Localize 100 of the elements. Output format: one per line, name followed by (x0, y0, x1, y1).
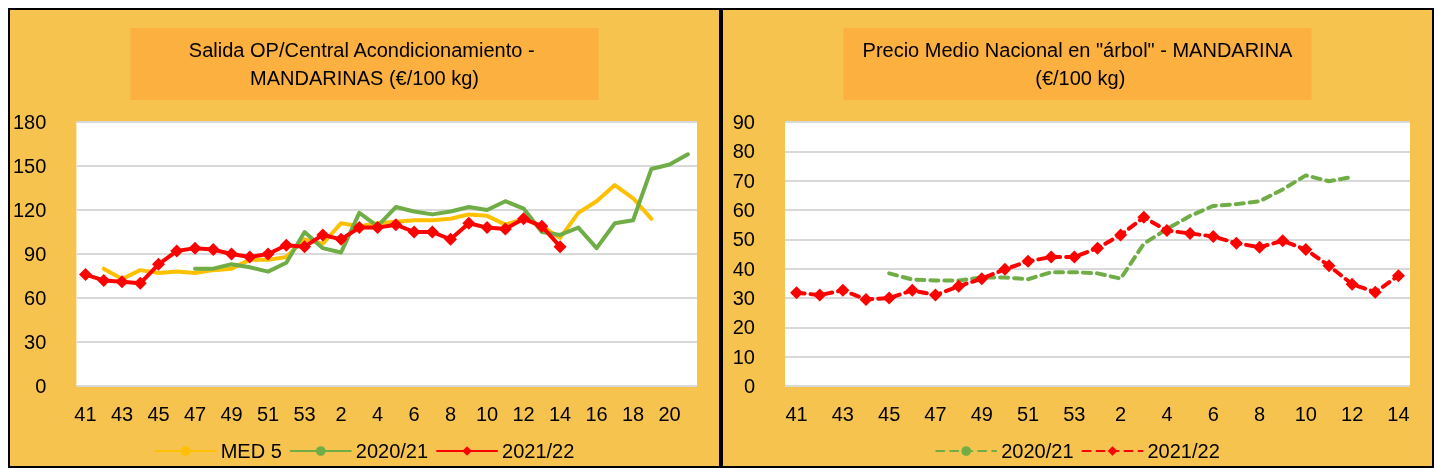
y-tick-label: 60 (732, 199, 755, 221)
x-tick-label: 18 (621, 403, 645, 425)
point (225, 247, 239, 261)
point (133, 276, 147, 290)
point (1160, 224, 1174, 238)
x-tick-label: 47 (183, 403, 207, 425)
point (371, 221, 385, 235)
point (882, 291, 896, 305)
x-tick-label: 45 (147, 403, 170, 425)
y-tick-label: 180 (12, 111, 47, 133)
y-tick-label: 10 (732, 345, 755, 368)
y-tick-label: 0 (35, 375, 47, 397)
chart-title: Precio Medio Nacional en "árbol" - MANDARINA (€/100 kg) (862, 39, 1294, 89)
y-tick-label: 50 (732, 228, 755, 251)
point (1299, 243, 1313, 257)
point (115, 275, 129, 289)
y-tick-label: 80 (732, 140, 755, 163)
point (905, 283, 919, 297)
legend-label: 2021/22 (1147, 440, 1220, 462)
x-tick-label: 43 (110, 403, 134, 425)
point (316, 228, 330, 242)
point (444, 232, 458, 246)
point (517, 212, 531, 226)
point (975, 272, 989, 286)
x-tick-label: 43 (831, 403, 854, 425)
legend-label: 2021/22 (502, 440, 575, 462)
y-tick-label: 60 (24, 287, 47, 309)
point (1183, 226, 1197, 240)
point (170, 244, 184, 258)
point (1206, 229, 1220, 243)
x-tick-label: 47 (924, 403, 947, 425)
point (334, 232, 348, 246)
point (553, 240, 567, 254)
x-tick-label: 20 (658, 403, 681, 425)
x-tick-label: 51 (256, 403, 280, 425)
x-tick-label: 8 (445, 403, 457, 425)
point (1322, 259, 1336, 273)
point (188, 241, 202, 255)
point (1091, 241, 1104, 255)
point (261, 247, 275, 261)
legend-label: MED 5 (220, 440, 282, 462)
y-tick-label: 0 (743, 375, 755, 397)
x-tick-label: 2 (335, 403, 347, 425)
point (998, 262, 1012, 276)
legend-label: 2020/21 (355, 440, 429, 462)
point (407, 225, 421, 239)
x-tick-label: 45 (878, 403, 901, 425)
x-tick-label: 41 (785, 403, 808, 425)
point (389, 218, 403, 232)
point (836, 283, 850, 297)
x-tick-label: 12 (1341, 403, 1364, 425)
x-tick-label: 53 (293, 403, 316, 425)
point (243, 250, 257, 264)
x-tick-label: 14 (548, 403, 572, 425)
x-tick-label: 4 (1161, 403, 1173, 425)
point (1021, 254, 1035, 268)
point (1391, 269, 1405, 283)
x-tick-label: 8 (1253, 403, 1266, 425)
point (352, 221, 366, 235)
y-tick-label: 150 (12, 155, 47, 177)
point (462, 216, 476, 230)
point (1044, 250, 1058, 264)
point (1229, 236, 1243, 250)
y-tick-label: 70 (732, 169, 755, 192)
x-tick-label: 41 (74, 403, 97, 425)
x-tick-label: 49 (970, 403, 993, 425)
x-tick-label: 10 (1294, 403, 1317, 425)
x-tick-label: 6 (1207, 403, 1219, 425)
point (1276, 234, 1290, 248)
chart-title: Salida OP/Central Acondicionamiento - MANDARINAS (€/100 kg) (188, 39, 541, 89)
x-tick-label: 51 (1016, 403, 1040, 425)
point (97, 273, 111, 287)
point (1137, 210, 1151, 224)
x-tick-label: 10 (475, 403, 499, 425)
x-tick-label: 12 (512, 403, 535, 425)
point (535, 219, 549, 233)
x-tick-label: 53 (1063, 403, 1086, 425)
y-tick-label: 30 (24, 331, 47, 353)
point (1368, 285, 1382, 299)
y-tick-label: 30 (732, 287, 755, 309)
point (813, 288, 827, 302)
point (952, 279, 966, 293)
point (1253, 240, 1267, 254)
y-tick-label: 120 (12, 199, 47, 221)
point (79, 268, 92, 282)
point (1114, 228, 1128, 242)
x-tick-label: 6 (408, 403, 420, 425)
point (279, 238, 293, 252)
point (152, 257, 166, 271)
x-tick-label: 2 (1115, 403, 1127, 425)
y-tick-label: 20 (732, 316, 755, 339)
point (206, 243, 220, 257)
point (480, 221, 494, 235)
point (498, 222, 512, 236)
point (1345, 277, 1359, 291)
point (859, 292, 873, 306)
x-tick-label: 16 (585, 403, 608, 425)
line-series (193, 152, 690, 274)
y-tick-label: 90 (732, 111, 755, 133)
point (790, 286, 804, 300)
